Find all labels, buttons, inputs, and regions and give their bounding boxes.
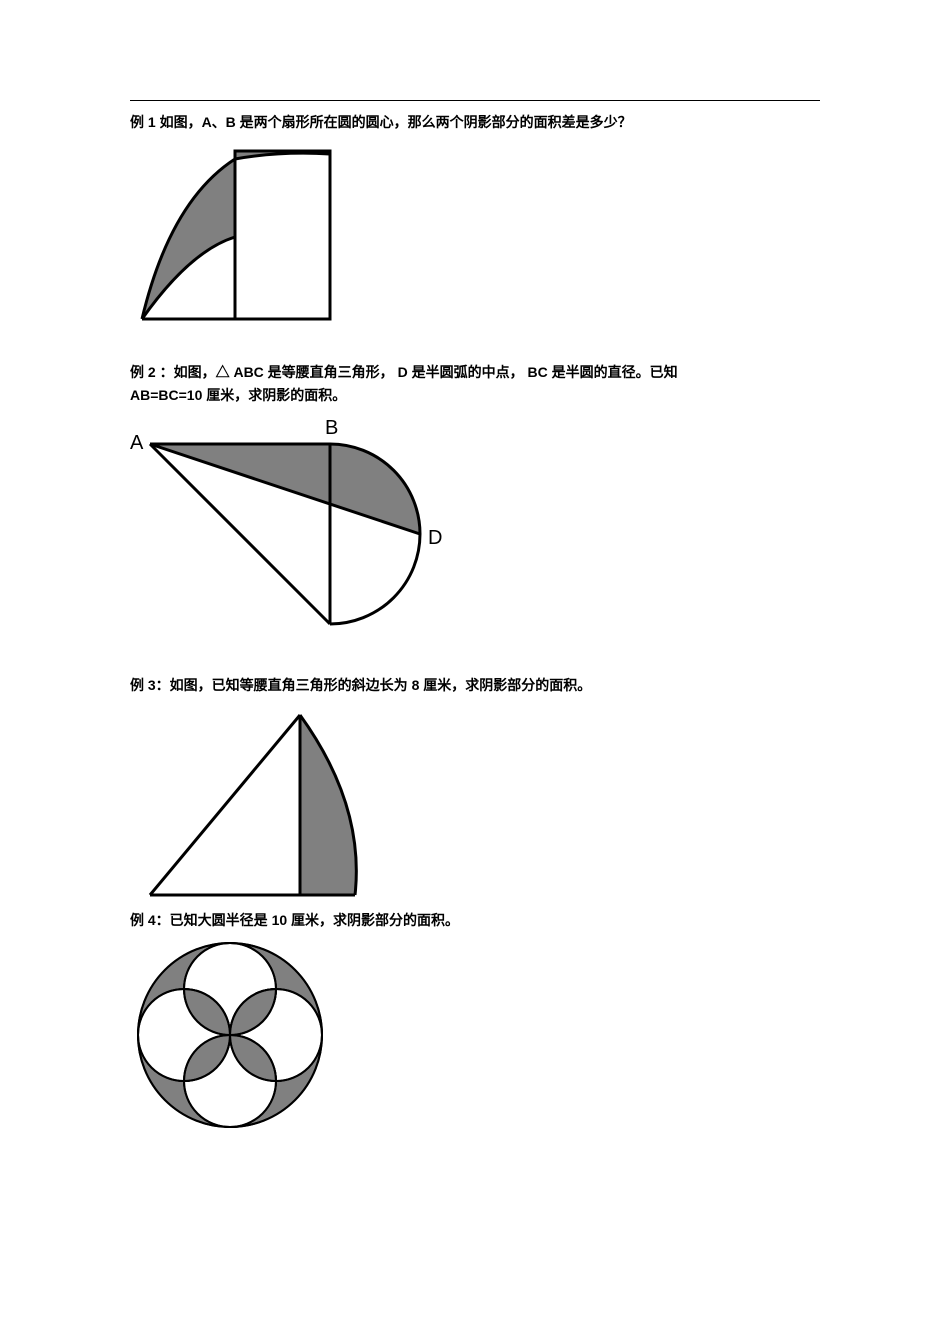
p3-part1: 例 3：如图，已知等腰直角三角形的斜边长为 [130,677,408,693]
problem-2-text-line1: 例 2 ：如图，△ ABC 是等腰直角三角形， D 是半圆弧的中点， BC 是半… [130,361,820,383]
problem-4-figure [130,935,330,1135]
problem-3-figure [130,705,390,905]
label-b: B [325,417,338,439]
problem-1-figure [130,141,350,331]
problem-4-text: 例 4：已知大圆半径是 10 厘米，求阴影部分的面积。 [130,909,820,931]
problem-3-text: 例 3：如图，已知等腰直角三角形的斜边长为 8 厘米，求阴影部分的面积。 [130,674,820,696]
label-a: A [130,432,144,454]
problem-1-text: 例 1 如图，A、B 是两个扇形所在圆的圆心，那么两个阴影部分的面积差是多少？ [130,111,820,133]
top-rule [130,100,820,101]
problem-2-figure: A B D [130,414,450,644]
p2-part2: D 是半圆弧的中点， [398,364,524,380]
p2-part1: 例 2 ：如图，△ ABC 是等腰直角三角形， [130,364,394,380]
label-d: D [428,527,442,549]
content-column: 例 1 如图，A、B 是两个扇形所在圆的圆心，那么两个阴影部分的面积差是多少？ [130,100,820,1165]
p3-part2: 8 厘米，求阴影部分的面积。 [412,677,592,693]
shaded-region [300,715,356,895]
p2-part3: BC 是半圆的直径。已知 [527,364,677,380]
hypotenuse [150,715,300,895]
problem-2-text-line2: AB=BC=10 厘米，求阴影的面积。 [130,384,820,406]
page: 例 1 如图，A、B 是两个扇形所在圆的圆心，那么两个阴影部分的面积差是多少？ [0,0,945,1338]
